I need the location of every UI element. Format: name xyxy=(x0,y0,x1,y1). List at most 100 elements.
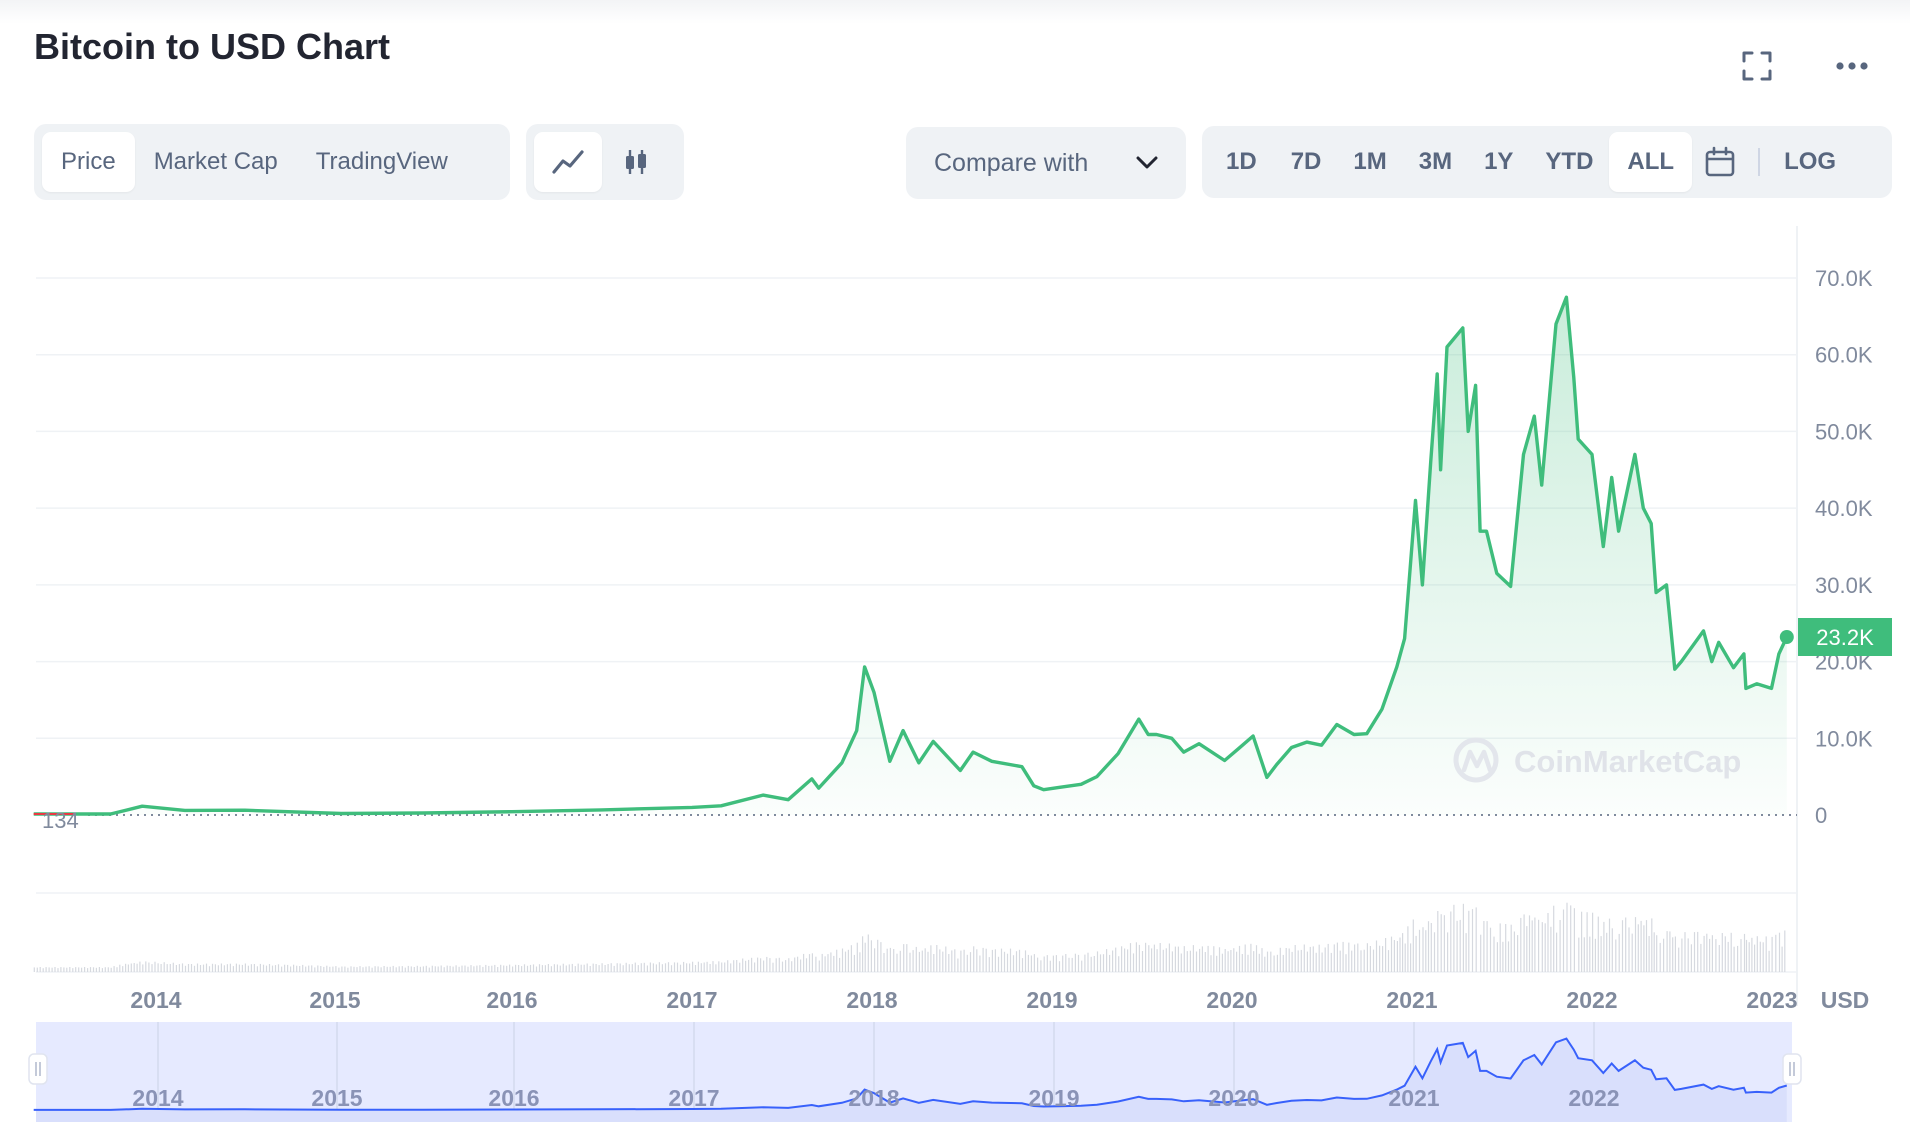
tab-market-cap[interactable]: Market Cap xyxy=(153,148,278,175)
volume-bar xyxy=(1177,946,1179,972)
volume-bar xyxy=(1096,951,1099,972)
volume-bar xyxy=(1550,926,1552,972)
range-all[interactable]: ALL xyxy=(1609,132,1693,192)
volume-bar xyxy=(918,951,920,972)
volume-bar xyxy=(580,964,582,972)
navigator-handle-left[interactable] xyxy=(28,1053,48,1085)
volume-bar xyxy=(1264,956,1266,972)
volume-bar xyxy=(1625,917,1627,972)
volume-bar xyxy=(250,964,252,972)
volume-bar xyxy=(1505,924,1507,972)
volume-bar xyxy=(1418,929,1421,972)
more-icon[interactable] xyxy=(1830,44,1874,88)
volume-bar xyxy=(1171,951,1173,972)
volume-bar xyxy=(1250,943,1252,972)
candlestick-button[interactable] xyxy=(602,132,670,192)
volume-bar xyxy=(1006,953,1009,972)
volume-bar xyxy=(1412,919,1414,972)
navigator-line xyxy=(33,1037,1788,1111)
volume-bar xyxy=(883,953,885,972)
volume-bar xyxy=(1606,932,1608,972)
navigator-handle-right[interactable] xyxy=(1782,1053,1802,1085)
volume-bar xyxy=(488,965,490,972)
y-tick-label: 70.0K xyxy=(1815,266,1873,291)
volume-bar xyxy=(844,951,847,972)
volume-bar xyxy=(119,964,121,972)
volume-bar xyxy=(1062,955,1064,972)
volume-bar xyxy=(338,967,340,972)
volume-bar xyxy=(449,965,451,972)
volume-bar xyxy=(1052,955,1054,972)
volume-bar xyxy=(1204,952,1206,972)
volume-bar xyxy=(244,963,246,972)
range-3m[interactable]: 3M xyxy=(1418,148,1453,175)
volume-bar xyxy=(202,964,205,972)
volume-bar xyxy=(927,951,929,972)
volume-bar xyxy=(1238,945,1241,972)
volume-bar xyxy=(529,964,532,972)
volume-bar xyxy=(238,964,240,972)
volume-bar xyxy=(1531,920,1533,972)
range-ytd[interactable]: YTD xyxy=(1545,148,1594,175)
volume-bar xyxy=(1074,953,1076,972)
line-chart-button[interactable] xyxy=(534,132,602,192)
volume-bar xyxy=(1681,938,1683,972)
volume-bar xyxy=(473,966,475,972)
volume-bar xyxy=(1771,936,1773,972)
volume-bar xyxy=(308,965,310,972)
volume-bar xyxy=(253,964,255,972)
volume-bar xyxy=(721,962,723,972)
volume-bar xyxy=(1513,931,1515,972)
volume-bar xyxy=(521,966,523,972)
volume-bar xyxy=(736,960,738,972)
volume-bar xyxy=(1309,946,1311,972)
range-1d[interactable]: 1D xyxy=(1226,148,1257,175)
volume-bar xyxy=(1192,945,1194,972)
volume-bar xyxy=(1354,944,1356,972)
fullscreen-icon[interactable] xyxy=(1735,44,1779,88)
start-value-label: 134 xyxy=(42,808,79,833)
log-toggle[interactable]: LOG xyxy=(1784,148,1837,175)
volume-bar xyxy=(392,965,394,972)
volume-bar xyxy=(437,966,439,972)
navigator-x-label: 2016 xyxy=(488,1085,539,1111)
volume-bar xyxy=(811,953,813,972)
tab-tradingview[interactable]: TradingView xyxy=(315,148,448,175)
compare-with-label: Compare with xyxy=(934,148,1089,177)
volume-bar xyxy=(1109,954,1111,972)
volume-bar xyxy=(619,963,621,972)
volume-bar xyxy=(604,965,606,972)
volume-bar xyxy=(676,962,679,972)
volume-bar xyxy=(1415,935,1417,972)
volume-bar xyxy=(909,952,911,972)
range-1y[interactable]: 1Y xyxy=(1484,148,1514,175)
volume-bar xyxy=(896,953,898,972)
navigator-x-label: 2019 xyxy=(1028,1085,1079,1111)
volume-bar xyxy=(1068,957,1070,972)
volume-bar xyxy=(791,961,793,972)
volume-bar xyxy=(1456,920,1458,972)
volume-bar xyxy=(1081,960,1083,972)
volume-bar xyxy=(583,964,585,972)
volume-bar xyxy=(341,966,343,972)
volume-bar xyxy=(912,950,914,972)
range-1m[interactable]: 1M xyxy=(1353,148,1387,175)
range-7d[interactable]: 7D xyxy=(1290,148,1322,175)
volume-bar xyxy=(305,966,307,972)
volume-bar xyxy=(966,954,968,972)
volume-bar xyxy=(299,966,301,972)
volume-bar xyxy=(571,963,573,972)
volume-bar xyxy=(296,965,298,972)
volume-bar xyxy=(410,966,412,972)
tab-price[interactable]: Price xyxy=(42,132,135,192)
volume-bar xyxy=(889,947,891,972)
compare-with-dropdown[interactable]: Compare with xyxy=(906,127,1186,199)
range-navigator[interactable]: 2014 2015 2016 2017 2018 2019 2020 2021 2022 xyxy=(28,1022,1802,1122)
volume-bar xyxy=(535,966,538,972)
volume-bar xyxy=(1330,952,1332,972)
volume-bar xyxy=(1737,945,1739,972)
calendar-icon xyxy=(1705,146,1735,177)
calendar-button[interactable] xyxy=(1692,132,1748,192)
volume-bar xyxy=(1363,949,1365,972)
